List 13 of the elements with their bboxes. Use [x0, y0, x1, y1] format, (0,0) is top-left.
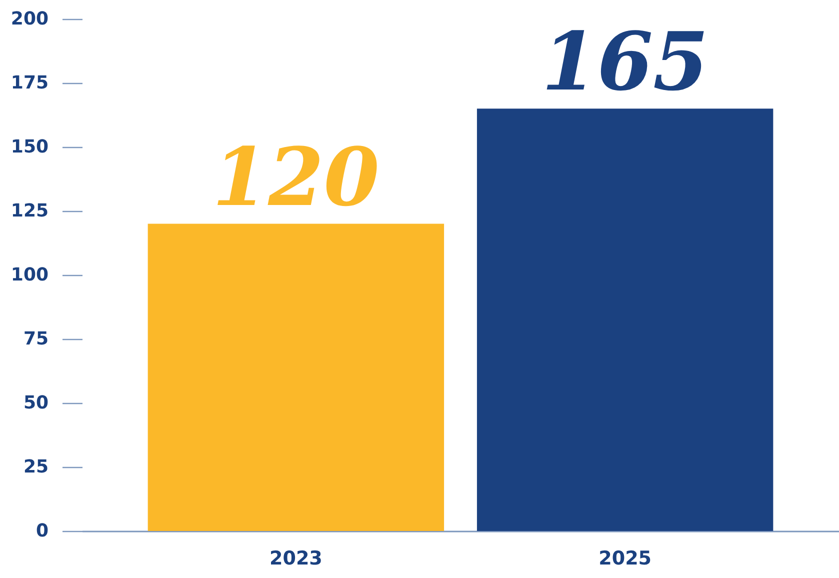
y-tick-label: 175 [10, 72, 48, 94]
y-tick-label: 100 [10, 264, 48, 286]
y-tick-label: 50 [23, 392, 48, 414]
y-tick-label: 125 [10, 200, 48, 222]
y-tick-label: 0 [36, 520, 48, 542]
y-tick-label: 75 [23, 328, 48, 350]
x-tick-label: 2023 [269, 548, 322, 570]
data-label: 120 [212, 130, 380, 224]
data-label: 165 [542, 14, 709, 109]
y-tick-label: 150 [10, 136, 48, 158]
x-tick-label: 2025 [598, 548, 652, 570]
y-tick-label: 200 [10, 8, 48, 30]
y-tick-label: 25 [23, 456, 48, 478]
